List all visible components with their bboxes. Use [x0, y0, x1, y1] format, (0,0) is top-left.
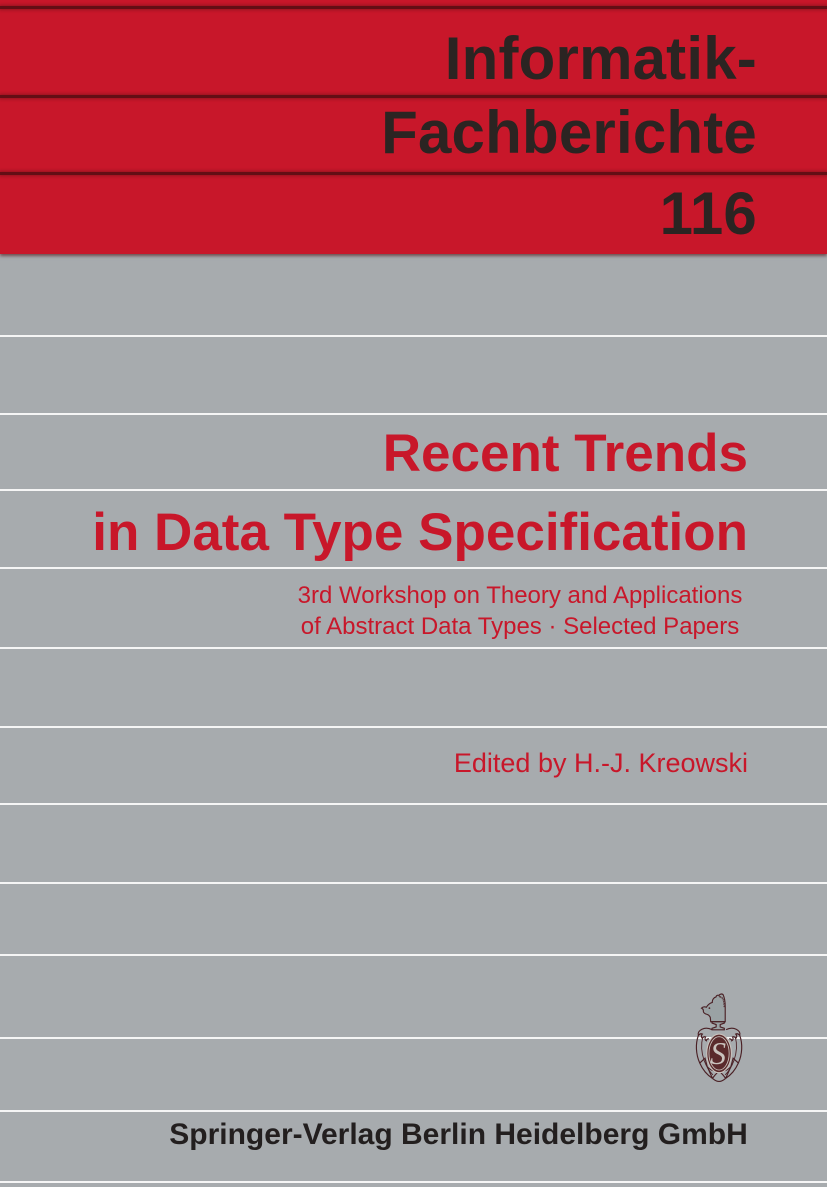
svg-text:S: S: [710, 1036, 726, 1071]
